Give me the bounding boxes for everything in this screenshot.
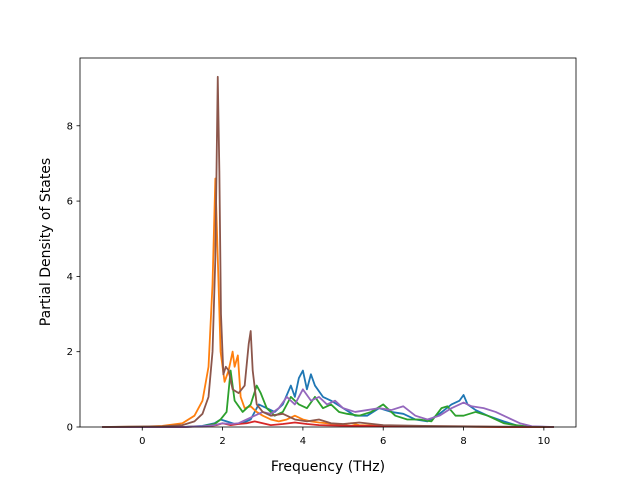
y-tick-label: 4 (67, 272, 73, 283)
x-tick-label: 6 (380, 436, 386, 447)
x-axis-label: Frequency (THz) (271, 459, 385, 475)
x-tick-label: 4 (300, 436, 306, 447)
series-line-5 (102, 388, 554, 428)
y-tick-label: 8 (67, 121, 73, 132)
x-tick-label: 8 (460, 436, 466, 447)
y-axis-label: Partial Density of States (38, 158, 54, 326)
y-tick-label: 2 (67, 347, 73, 358)
y-tick-label: 6 (67, 197, 73, 208)
plot-frame (79, 57, 577, 428)
x-tick-label: 10 (538, 436, 551, 447)
x-tick-label: 0 (139, 436, 145, 447)
x-tick-label: 2 (219, 436, 225, 447)
x-axis: 0 2 4 6 8 10 (139, 427, 550, 447)
y-tick-label: 0 (67, 423, 73, 434)
series-line-6 (102, 75, 554, 428)
y-axis: 0 2 4 6 8 (67, 121, 80, 434)
series-layer (102, 75, 554, 428)
